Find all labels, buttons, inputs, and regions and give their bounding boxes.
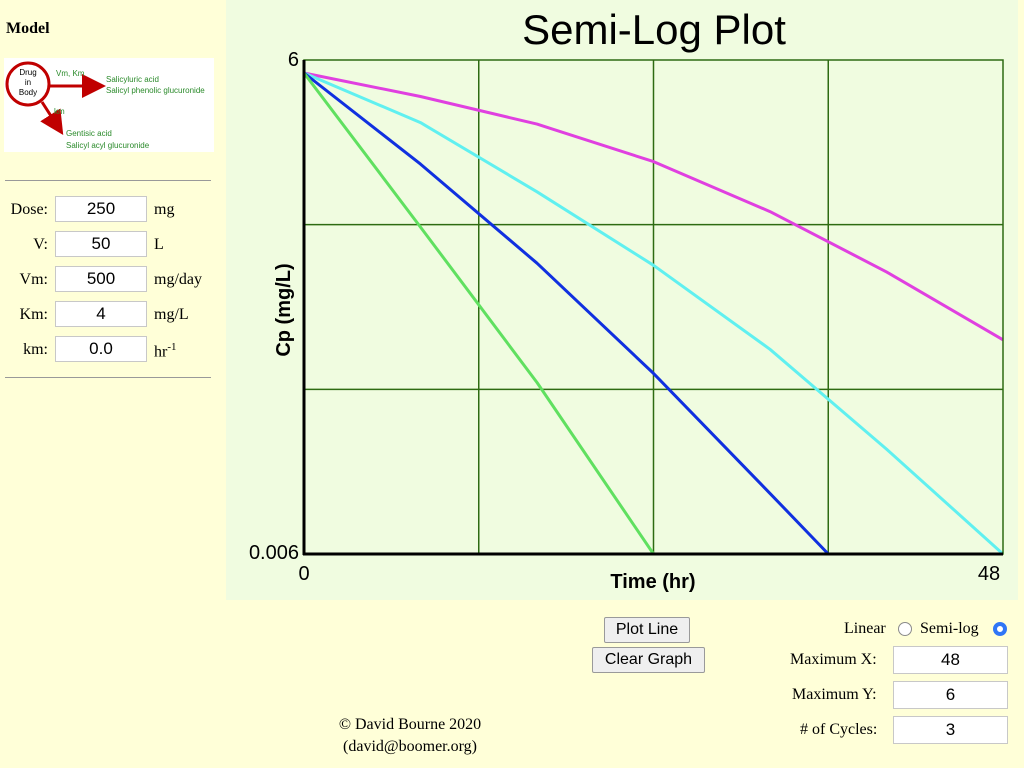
model-diagram: Drug in Body Vm, Km Salicyluric acid Sal…	[4, 58, 214, 152]
pathway1-product: Salicyl phenolic glucuronide	[106, 86, 205, 95]
cycles-input[interactable]: 3	[893, 716, 1008, 744]
y-tick-label: 6	[288, 49, 299, 71]
model-title: Model	[6, 20, 50, 37]
pathway1-product: Salicyluric acid	[106, 75, 159, 84]
x-tick-label: 0	[298, 563, 309, 585]
y-tick-label: 0.006	[249, 542, 299, 564]
series-line-1	[303, 71, 1004, 342]
plot-line-button[interactable]: Plot Line	[604, 617, 690, 643]
series-line-2	[303, 71, 1005, 556]
linear-radio[interactable]	[898, 622, 912, 636]
x-axis-label: Time (hr)	[610, 571, 695, 593]
sidebar: Model Drug in Body Vm, Km Salicyluric ac…	[0, 0, 220, 768]
elim-rate-input[interactable]: 0.0	[55, 336, 147, 362]
volume-input[interactable]: 50	[55, 231, 147, 257]
pathway2-arrow	[40, 101, 64, 136]
dose-input[interactable]: 250	[55, 196, 147, 222]
divider	[5, 377, 211, 378]
diagram-circle-text: in	[25, 78, 31, 87]
semilog-radio[interactable]	[993, 622, 1007, 636]
x-tick-label: 48	[978, 563, 1000, 585]
credit-copyright: © David Bourne 2020	[338, 716, 482, 733]
pathway2-product: Gentisic acid	[66, 129, 112, 138]
semi-log-chart: Semi-Log Plot 6 0.006 0 48 Time (hr) Cp …	[249, 6, 1005, 593]
elim-rate-label: km:	[23, 341, 48, 358]
vm-label: Vm:	[19, 271, 48, 288]
credit-email: (david@boomer.org)	[343, 738, 477, 755]
elim-rate-unit: hr-1	[154, 341, 177, 361]
vm-input[interactable]: 500	[55, 266, 147, 292]
cycles-label: # of Cycles:	[800, 721, 878, 738]
semilog-label: Semi-log	[920, 620, 979, 637]
chart-title: Semi-Log Plot	[522, 6, 786, 53]
max-x-label: Maximum X:	[790, 651, 877, 668]
diagram-circle-text: Body	[19, 88, 37, 97]
y-axis-label: Cp (mg/L)	[273, 263, 295, 356]
elim-rate-unit-base: hr	[154, 343, 168, 361]
km-input[interactable]: 4	[55, 301, 147, 327]
pathway2-product: Salicyl acyl glucuronide	[66, 141, 150, 150]
elim-rate-unit-sup: -1	[167, 341, 177, 353]
linear-label: Linear	[844, 620, 886, 637]
volume-unit: L	[154, 236, 164, 253]
dose-unit: mg	[154, 201, 175, 218]
clear-graph-button[interactable]: Clear Graph	[592, 647, 705, 673]
diagram-circle-text: Drug	[19, 68, 36, 77]
chart-area: Semi-Log Plot 6 0.006 0 48 Time (hr) Cp …	[226, 0, 1018, 600]
pathway1-label: Vm, Km	[56, 69, 85, 78]
max-y-label: Maximum Y:	[792, 686, 877, 703]
volume-label: V:	[33, 236, 48, 253]
pathway2-label: km	[54, 107, 65, 116]
km-unit: mg/L	[154, 306, 189, 323]
dose-label: Dose:	[10, 201, 48, 218]
max-x-input[interactable]: 48	[893, 646, 1008, 674]
km-label: Km:	[19, 306, 48, 323]
drug-in-body-circle	[5, 61, 51, 107]
divider	[5, 180, 211, 181]
max-y-input[interactable]: 6	[893, 681, 1008, 709]
vm-unit: mg/day	[154, 271, 202, 288]
